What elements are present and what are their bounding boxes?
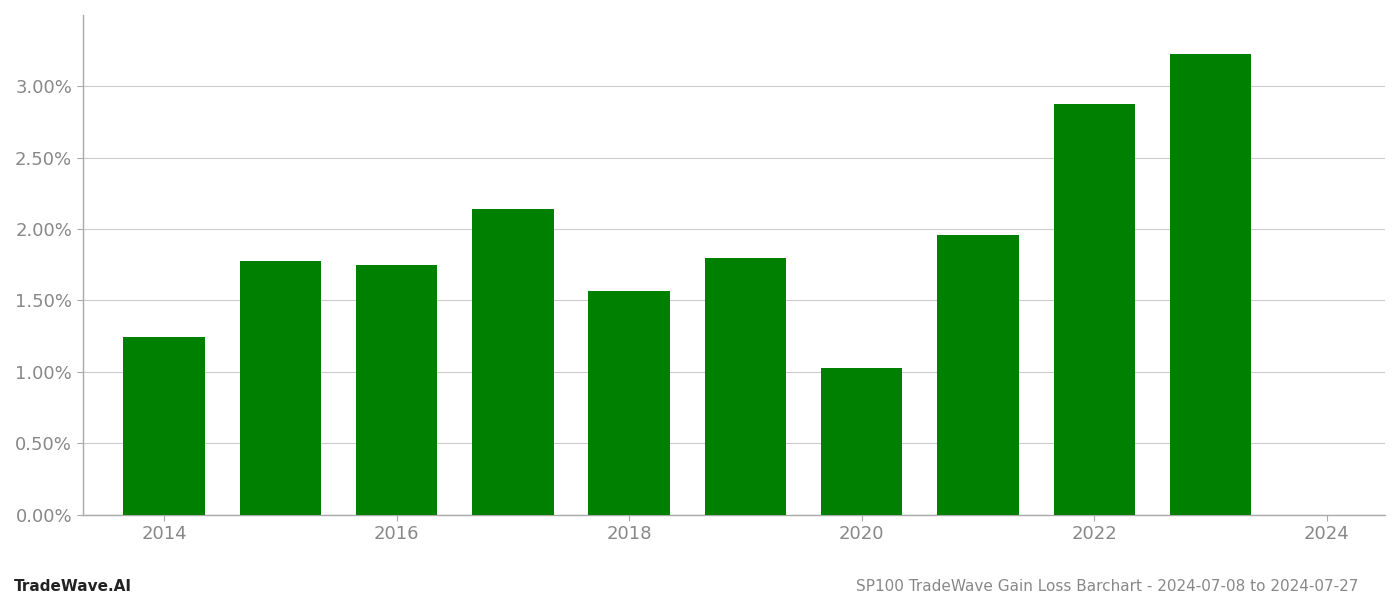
Bar [356,265,437,515]
Text: SP100 TradeWave Gain Loss Barchart - 2024-07-08 to 2024-07-27: SP100 TradeWave Gain Loss Barchart - 202… [855,579,1358,594]
Bar [1054,104,1135,515]
Bar [937,235,1019,515]
Bar [704,257,787,515]
Text: TradeWave.AI: TradeWave.AI [14,579,132,594]
Bar [472,209,553,515]
Bar [123,337,204,515]
Bar [239,261,321,515]
Bar [1170,53,1252,515]
Bar [588,291,669,515]
Bar [820,368,903,515]
